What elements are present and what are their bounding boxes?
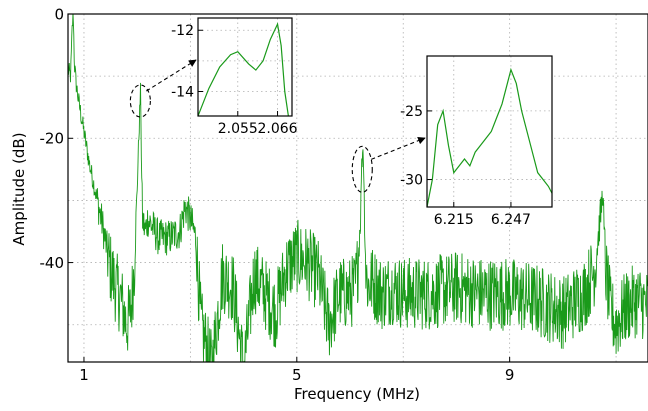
- inset-2-callout-arrow: [371, 136, 426, 160]
- peak-2-highlight-ellipse: [351, 145, 373, 193]
- inset-2-background: [427, 56, 552, 207]
- inset-1-y-tick-label-0: -12: [171, 23, 194, 39]
- main-x-tick-label-2: 9: [505, 366, 515, 384]
- inset-2-series-line-0: [427, 67, 552, 207]
- inset-2-x-tick-label-1: 6.247: [491, 212, 531, 228]
- inset-1-series-line-0: [198, 22, 289, 116]
- main-y-tick-label-0: 0: [54, 5, 64, 23]
- inset-2-frame: [426, 55, 553, 208]
- main-frame: [67, 13, 648, 363]
- main-y-tick-label-1: -20: [40, 130, 65, 148]
- peak-1-highlight-ellipse: [129, 84, 151, 118]
- main-y-tick-label-2: -40: [40, 254, 65, 272]
- inset-2-y-tick-label-0: -25: [400, 104, 423, 120]
- inset-2-y-tick-label-1: -30: [400, 172, 423, 188]
- inset-1-y-tick-label-1: -14: [171, 84, 194, 100]
- inset-1-frame: [197, 17, 293, 117]
- inset-1-background: [198, 18, 292, 116]
- y-axis-label: Amplitude (dB): [10, 132, 28, 245]
- inset-1-x-tick-label-0: 2.055: [218, 121, 258, 137]
- inset-1-callout-arrow: [146, 59, 197, 92]
- main-series-line-0: [68, 14, 648, 362]
- main-x-tick-label-0: 1: [79, 366, 89, 384]
- main-x-tick-label-1: 5: [292, 366, 302, 384]
- inset-2-x-tick-label-0: 6.215: [434, 212, 474, 228]
- x-axis-label: Frequency (MHz): [294, 385, 420, 403]
- inset-1-x-tick-label-1: 2.066: [257, 121, 297, 137]
